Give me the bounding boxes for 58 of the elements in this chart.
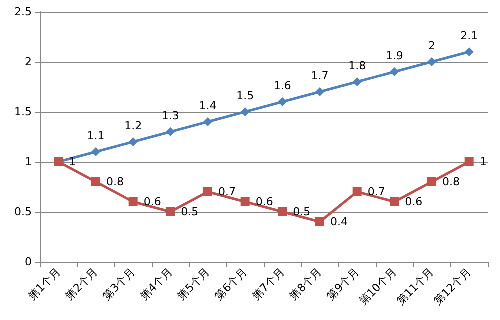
data-label: 0.5 — [181, 206, 199, 218]
data-label: 2.1 — [460, 30, 478, 42]
data-label: 0.4 — [330, 216, 348, 228]
point — [240, 198, 250, 206]
data-label: 0.8 — [106, 176, 124, 188]
data-label: 0.5 — [293, 206, 311, 218]
data-label: 1.1 — [87, 130, 105, 142]
data-label: 1.8 — [348, 60, 366, 72]
point — [92, 178, 100, 186]
point — [92, 148, 100, 156]
point — [204, 118, 212, 126]
point — [390, 198, 400, 206]
x-tick-label: 第12个月 — [432, 265, 474, 308]
data-label: 0.6 — [405, 196, 423, 208]
data-label: 1.9 — [386, 50, 404, 62]
point — [390, 68, 400, 76]
point — [204, 188, 212, 196]
data-label: 1.4 — [199, 100, 217, 112]
point — [316, 218, 324, 226]
data-label: 0.6 — [256, 196, 274, 208]
y-tick-label: 0.5 — [14, 206, 32, 218]
point — [352, 188, 362, 196]
data-label: 1.3 — [162, 110, 180, 122]
y-tick-label: 2.5 — [14, 6, 32, 18]
data-label: 0.6 — [144, 196, 162, 208]
data-label: 1 — [69, 156, 76, 168]
x-tick-label: 第4个月 — [138, 265, 176, 303]
point — [278, 208, 288, 216]
point — [464, 158, 474, 166]
point — [316, 88, 324, 96]
point — [128, 138, 138, 146]
x-tick-label: 第8个月 — [287, 265, 325, 303]
x-tick-label: 第7个月 — [250, 265, 288, 303]
data-label: 2 — [428, 40, 436, 52]
data-label: 0.7 — [218, 186, 236, 198]
x-tick-label: 第6个月 — [212, 265, 250, 303]
point — [464, 48, 474, 56]
data-label: 0.7 — [368, 186, 386, 198]
point — [428, 178, 436, 186]
x-tick-label: 第3个月 — [100, 265, 138, 303]
data-label: 1.7 — [311, 70, 329, 82]
data-label: 0.8 — [442, 176, 460, 188]
data-label: 1.6 — [274, 80, 292, 92]
x-tick-label: 第5个月 — [175, 265, 213, 303]
point — [128, 198, 138, 206]
y-tick-label: 2 — [25, 56, 32, 68]
point — [428, 58, 436, 66]
point — [352, 78, 362, 86]
data-label: 1.2 — [124, 120, 142, 132]
data-label: 1.5 — [236, 90, 254, 102]
y-tick-label: 1 — [25, 156, 32, 168]
point — [166, 208, 176, 216]
x-tick-label: 第2个月 — [63, 265, 101, 303]
data-label: 1 — [480, 156, 487, 168]
y-tick-label: 1.5 — [14, 106, 32, 118]
point — [166, 128, 176, 136]
point — [278, 98, 288, 106]
point — [240, 108, 250, 116]
